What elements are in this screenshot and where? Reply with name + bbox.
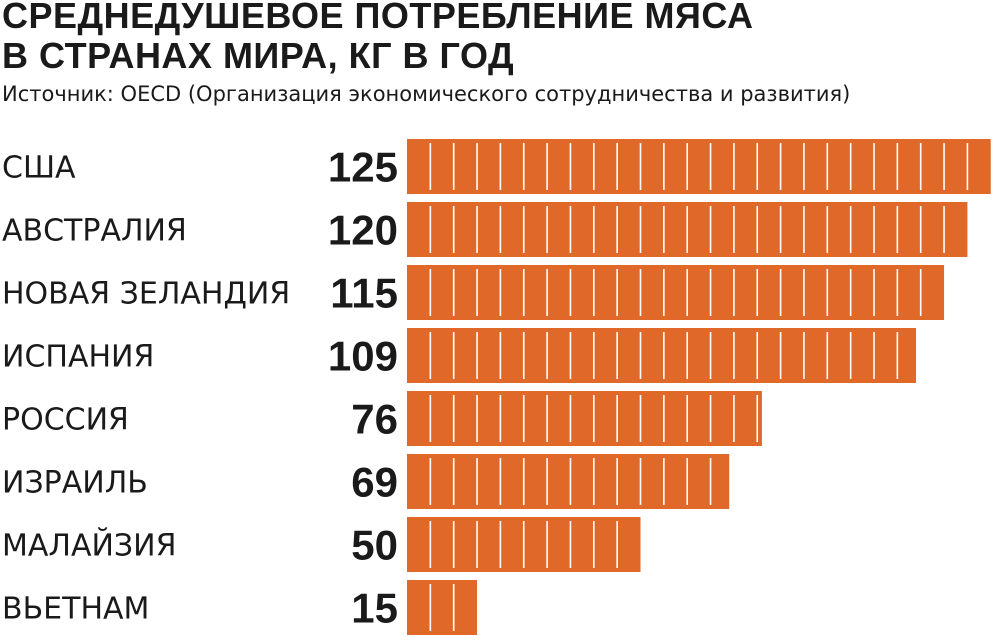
bar — [407, 391, 762, 446]
chart-title-line-1: СРЕДНЕДУШЕВОЕ ПОТРЕБЛЕНИЕ МЯСА — [2, 0, 754, 36]
category-label: ИСПАНИЯ — [2, 340, 154, 375]
category-label: ВЬЕТНАМ — [2, 592, 149, 627]
value-label: 109 — [328, 333, 398, 380]
value-label: 115 — [330, 270, 398, 317]
bar-row: РОССИЯ 76 — [2, 391, 762, 446]
category-label: АВСТРАЛИЯ — [2, 214, 187, 249]
value-label: 50 — [351, 522, 398, 569]
bar-row: АВСТРАЛИЯ 120 — [2, 202, 968, 257]
bar-row: ИСПАНИЯ 109 — [2, 328, 917, 383]
bar-row: ИЗРАИЛЬ 69 — [2, 454, 730, 509]
value-label: 15 — [351, 585, 398, 632]
bar — [407, 454, 730, 509]
bar-row: НОВАЯ ЗЕЛАНДИЯ 115 — [2, 265, 945, 320]
value-label: 125 — [328, 144, 398, 191]
chart-title-line-2: В СТРАНАХ МИРА, КГ В ГОД — [2, 35, 515, 76]
category-label: НОВАЯ ЗЕЛАНДИЯ — [2, 277, 290, 312]
bar-row: МАЛАЙЗИЯ 50 — [2, 517, 641, 572]
category-label: МАЛАЙЗИЯ — [2, 528, 176, 564]
bar — [407, 265, 945, 320]
value-label: 120 — [328, 207, 398, 254]
bar-row: ВЬЕТНАМ 15 — [2, 580, 478, 635]
value-label: 69 — [351, 459, 398, 506]
category-label: США — [2, 151, 76, 186]
bar — [407, 580, 478, 635]
category-label: РОССИЯ — [2, 403, 129, 438]
bar-row: США 125 — [2, 139, 991, 194]
chart-source: Источник: OECD (Организация экономическо… — [2, 82, 851, 106]
bar — [407, 328, 917, 383]
value-label: 76 — [351, 396, 398, 443]
chart-title: СРЕДНЕДУШЕВОЕ ПОТРЕБЛЕНИЕ МЯСА В СТРАНАХ… — [2, 0, 753, 76]
bar — [407, 139, 991, 194]
category-label: ИЗРАИЛЬ — [2, 466, 148, 501]
